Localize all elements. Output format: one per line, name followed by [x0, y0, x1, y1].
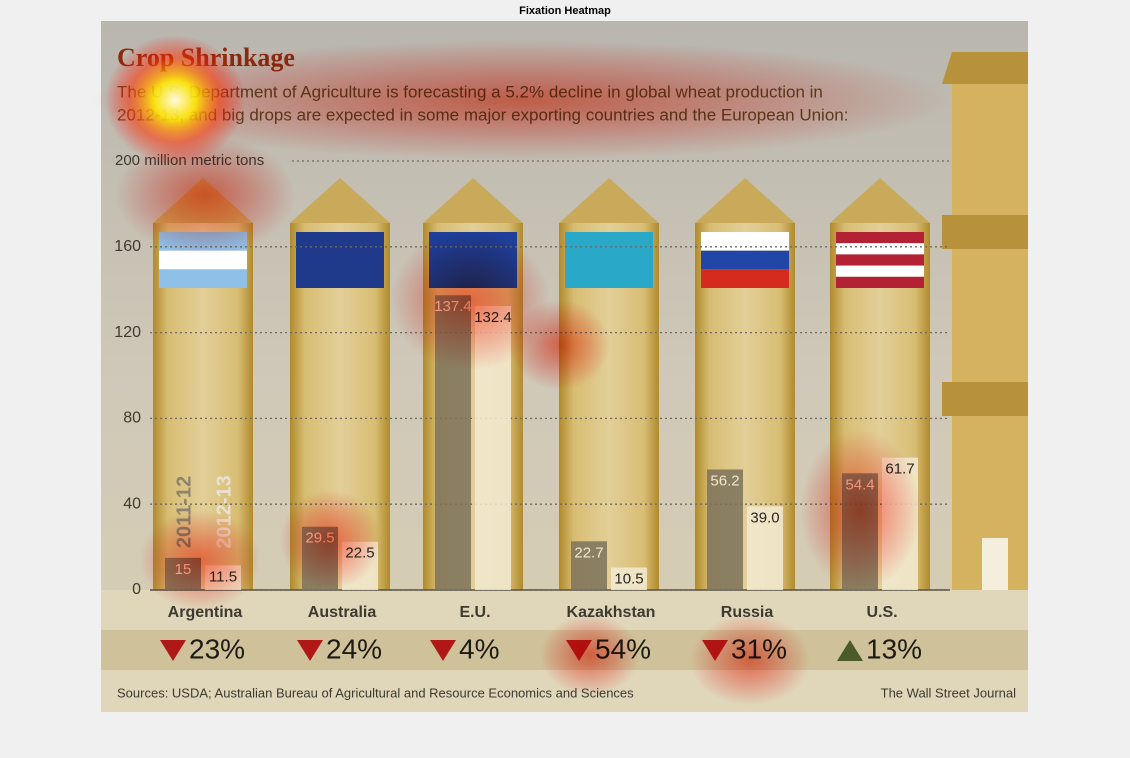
bar	[611, 567, 647, 590]
change-label: 23%	[189, 633, 245, 664]
credit: The Wall Street Journal	[881, 685, 1016, 700]
silo-roof	[290, 178, 390, 223]
flag-stripe	[836, 276, 924, 288]
value-label: 39.0	[750, 509, 779, 526]
change-arrow	[837, 640, 863, 661]
change-label: 13%	[866, 633, 922, 664]
bar	[571, 541, 607, 590]
flag-stripe	[701, 269, 789, 288]
change-arrow	[430, 640, 456, 661]
barn	[942, 52, 1028, 590]
source: Sources: USDA; Australian Bureau of Agri…	[117, 685, 634, 700]
silo-roof	[423, 178, 523, 223]
bar	[747, 506, 783, 590]
silo-roof	[830, 178, 930, 223]
silo-roof	[695, 178, 795, 223]
flag-stripe	[701, 250, 789, 270]
x-tick-label: Australia	[308, 604, 377, 621]
flag-stripe	[836, 265, 924, 277]
x-tick-label: E.U.	[459, 604, 490, 621]
y-tick-label: 0	[132, 581, 141, 598]
value-label: 22.7	[574, 544, 603, 561]
value-label: 56.2	[710, 472, 739, 489]
y-tick-label: 40	[123, 495, 141, 512]
y-tick-label: 120	[114, 324, 141, 341]
value-label: 10.5	[614, 570, 643, 587]
change-label: 4%	[459, 633, 499, 664]
x-tick-label: U.S.	[866, 604, 897, 621]
flag-stripe	[565, 232, 653, 288]
flag-stripe	[159, 269, 247, 288]
change-label: 24%	[326, 633, 382, 664]
change-arrow	[297, 640, 323, 661]
silo-roof	[559, 178, 659, 223]
heatmap-overlay	[90, 40, 950, 705]
heatmap-hotspot	[105, 35, 245, 165]
flag-stripe	[159, 250, 247, 270]
y-tick-label: 160	[114, 238, 141, 255]
page-title: Fixation Heatmap	[519, 5, 611, 17]
y-tick-label: 80	[123, 410, 141, 427]
flag-stripe	[836, 232, 924, 244]
bar	[707, 469, 743, 590]
flag-stripe	[296, 232, 384, 288]
flag-stripe	[701, 232, 789, 251]
flag-stripe	[836, 254, 924, 266]
change-arrow	[160, 640, 186, 661]
flag-stripe	[836, 243, 924, 255]
